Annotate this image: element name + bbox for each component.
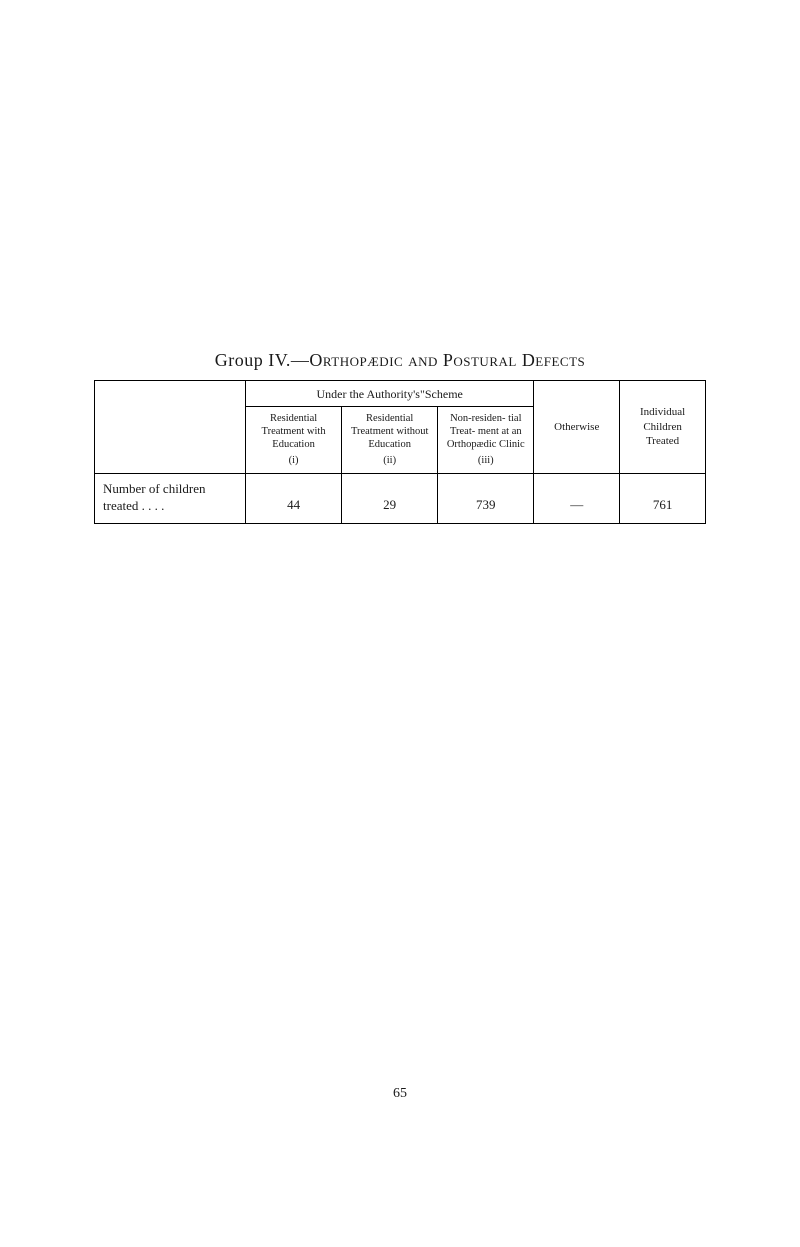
header-row-1: Under the Authority's"Scheme Otherwise I… — [95, 381, 706, 407]
table-row: Number of children treated . . . . 44 29… — [95, 473, 706, 523]
header-sub2-text: Residential Treatment without Education — [351, 413, 428, 450]
title-prefix: Group IV. — [215, 350, 291, 370]
title-dash: — — [291, 350, 310, 370]
header-otherwise: Otherwise — [534, 381, 620, 474]
cell-otherwise: — — [534, 473, 620, 523]
header-individual: Individual Children Treated — [620, 381, 706, 474]
header-sub3-text: Non-residen- tial Treat- ment at an Orth… — [447, 413, 525, 450]
title-group: Group IV.—Orthopædic and Postural Defect… — [215, 350, 586, 370]
header-sub2-num: (ii) — [345, 454, 434, 467]
cell-individual: 761 — [620, 473, 706, 523]
cell-v2: 29 — [342, 473, 438, 523]
header-scheme: Under the Authority's"Scheme — [246, 381, 534, 407]
cell-v1: 44 — [246, 473, 342, 523]
row-label: Number of children treated . . . . — [95, 473, 246, 523]
header-sub1: Residential Treatment with Education (i) — [246, 407, 342, 474]
defects-table: Under the Authority's"Scheme Otherwise I… — [94, 380, 706, 524]
header-sub3: Non-residen- tial Treat- ment at an Orth… — [438, 407, 534, 474]
header-sub3-num: (iii) — [441, 454, 530, 467]
page: Group IV.—Orthopædic and Postural Defect… — [0, 0, 800, 1247]
header-sub1-text: Residential Treatment with Education — [262, 413, 326, 450]
header-sub2: Residential Treatment without Education … — [342, 407, 438, 474]
title-text: Orthopædic and Postural Defects — [309, 350, 585, 370]
header-blank — [95, 381, 246, 474]
table-container: Under the Authority's"Scheme Otherwise I… — [94, 380, 706, 524]
header-sub1-num: (i) — [249, 454, 338, 467]
page-number: 65 — [0, 1086, 800, 1102]
table-title: Group IV.—Orthopædic and Postural Defect… — [0, 350, 800, 371]
cell-v3: 739 — [438, 473, 534, 523]
